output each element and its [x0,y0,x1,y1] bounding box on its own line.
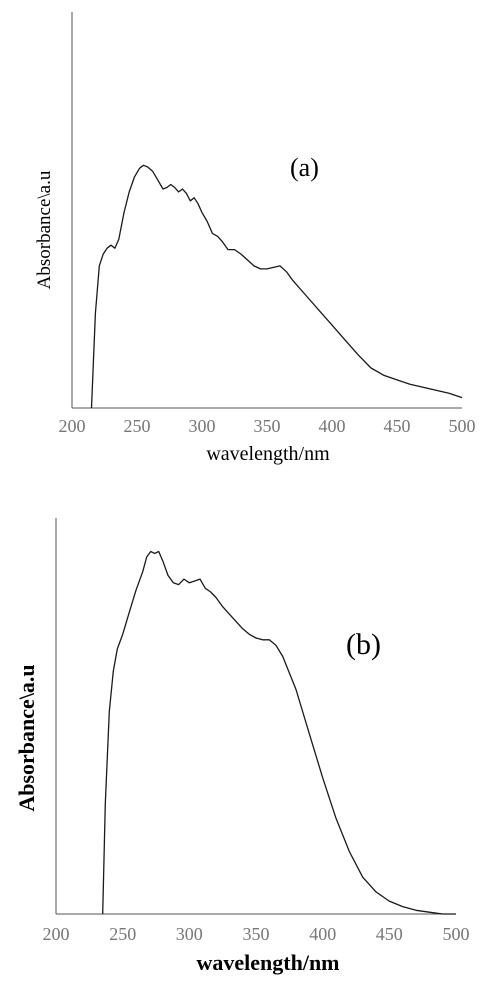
chart-b-x-axis-label: wavelength/nm [197,950,340,975]
chart-a: 200 250 300 350 400 450 500 wavelength/nm Abso… [34,12,476,465]
chart-a-x-tick-label: 400 [319,416,346,436]
chart-a-x-axis-label: wavelength/nm [206,443,330,465]
chart-a-x-tick-label: 450 [384,416,411,436]
chart-b-x-tick-label: 450 [376,924,403,944]
chart-b-x-tick-label: 250 [109,924,136,944]
chart-a-x-tick-label: 500 [449,416,476,436]
chart-b: 200 250 300 350 400 450 500 wavelength/nm Abso… [14,518,470,975]
chart-b-x-tick-label: 350 [243,924,270,944]
chart-a-panel-label: (a) [290,153,319,182]
chart-a-x-tick-label: 300 [189,416,216,436]
chart-b-x-tick-label: 400 [309,924,336,944]
chart-b-x-tick-label: 500 [443,924,470,944]
chart-a-x-tick-label: 350 [254,416,281,436]
chart-b-series-line [102,550,456,915]
chart-a-x-tick-label: 200 [59,416,86,436]
chart-b-y-axis-label: Absorbance\a.u [14,664,39,811]
chart-b-panel-label: (b) [346,628,381,661]
chart-b-x-tick-label: 200 [43,924,70,944]
chart-b-x-ticks: 200 250 300 350 400 450 500 [43,924,470,944]
chart-a-x-ticks: 200 250 300 350 400 450 500 [59,416,476,436]
chart-a-series-line [90,164,463,409]
chart-a-y-axis-label: Absorbance\a.u [34,170,55,289]
chart-a-x-tick-label: 250 [124,416,151,436]
chart-b-x-tick-label: 300 [176,924,203,944]
